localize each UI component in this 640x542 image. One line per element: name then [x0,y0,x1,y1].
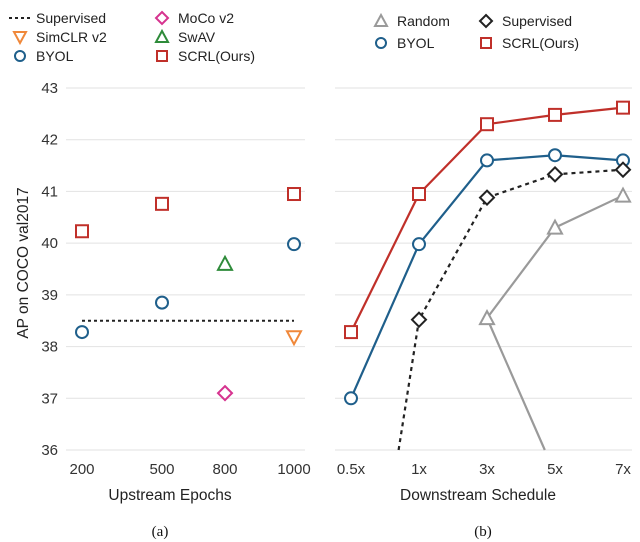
point-supervised-1x [410,311,428,329]
x-tick-b-7x: 7x [615,461,631,478]
legend-marker-swav [154,28,170,43]
x-axis-label-b: Downstream Schedule [400,487,556,504]
point-scrl-ours-7x [616,100,630,115]
legend-label-byol: BYOL [397,35,435,51]
y-tick-39: 39 [41,287,58,304]
point-random-7x [614,186,632,203]
legend-label-moco-v2: MoCo v2 [178,10,234,26]
y-tick-labels-a: 36 37 38 39 40 41 42 43 [41,80,58,459]
y-tick-40: 40 [41,235,58,252]
panel-a: 36 37 38 39 40 41 42 43 200 500 800 1000 AP on COC… [9,10,311,504]
grid-lines-a [66,87,305,451]
legend-marker-random [373,12,389,27]
caption-a: (a) [152,524,169,540]
point-byol-200 [75,325,89,340]
point-byol-5x [548,148,562,163]
legend-label-supervised: Supervised [502,13,572,29]
point-scrl-ours-0-5x [344,325,358,340]
x-tick-a-800: 800 [212,461,237,478]
point-random-5x [546,218,564,235]
point-simclr-v2-1000 [285,330,303,347]
legend-marker-simclr-v2 [12,31,28,46]
y-tick-41: 41 [41,183,58,200]
legend-a: Supervised MoCo v2 SimCLR v2 SwAV BYOL SCRL(O… [9,10,255,64]
x-tick-b-1x: 1x [411,461,427,478]
y-tick-38: 38 [41,339,58,356]
legend-marker-scrl-ours [480,37,492,49]
point-byol-500 [155,295,169,310]
data-marks-a [75,187,303,402]
x-tick-labels-b: 0.5x 1x 3x 5x 7x [337,461,632,478]
y-tick-36: 36 [41,442,58,459]
legend-marker-scrl-ours [156,50,168,62]
y-tick-43: 43 [41,80,58,97]
line-random [485,194,624,451]
legend-label-scrl-ours: SCRL(Ours) [502,35,579,51]
legend-b: Random Supervised BYOL SCRL(Ours) [373,12,579,51]
legend-marker-byol [375,37,387,49]
panel-b: 0.5x 1x 3x 5x 7x Downstream Schedule Random S… [335,12,632,504]
legend-label-byol: BYOL [36,48,74,64]
x-tick-b-5x: 5x [547,461,563,478]
x-tick-b-0.5x: 0.5x [337,461,366,478]
y-tick-37: 37 [41,390,58,407]
y-tick-42: 42 [41,132,58,149]
data-marks-b [344,100,632,406]
legend-marker-byol [14,50,26,62]
grid-lines-b [335,87,632,451]
legend-label-supervised: Supervised [36,10,106,26]
legend-label-random: Random [397,13,450,29]
point-supervised-5x [546,165,564,183]
x-tick-a-500: 500 [149,461,174,478]
x-tick-labels-a: 200 500 800 1000 [69,461,310,478]
legend-label-swav: SwAV [178,29,216,45]
legend-marker-moco-v2 [154,10,170,26]
point-scrl-ours-1x [412,187,426,202]
caption-b: (b) [474,524,492,540]
point-byol-1x [412,237,426,252]
point-moco-v2-800 [216,384,234,402]
point-swav-800 [216,254,234,271]
legend-marker-supervised [478,13,494,29]
legend-label-scrl-ours: SCRL(Ours) [178,48,255,64]
point-random-3x [478,309,496,326]
x-tick-a-200: 200 [69,461,94,478]
point-scrl-ours-500 [155,196,169,211]
x-tick-a-1000: 1000 [277,461,310,478]
point-scrl-ours-200 [75,224,89,239]
point-byol-3x [480,153,494,168]
point-scrl-ours-5x [548,107,562,122]
x-axis-label-a: Upstream Epochs [108,487,231,504]
legend-label-simclr-v2: SimCLR v2 [36,29,107,45]
line-scrl-ours [350,106,624,333]
point-scrl-ours-1000 [287,187,301,202]
point-scrl-ours-3x [480,117,494,132]
point-byol-0-5x [344,391,358,406]
y-axis-label: AP on COCO val2017 [15,187,32,338]
x-tick-b-3x: 3x [479,461,495,478]
point-supervised-3x [478,189,496,207]
point-byol-1000 [287,237,301,252]
point-supervised-7x [614,161,632,179]
